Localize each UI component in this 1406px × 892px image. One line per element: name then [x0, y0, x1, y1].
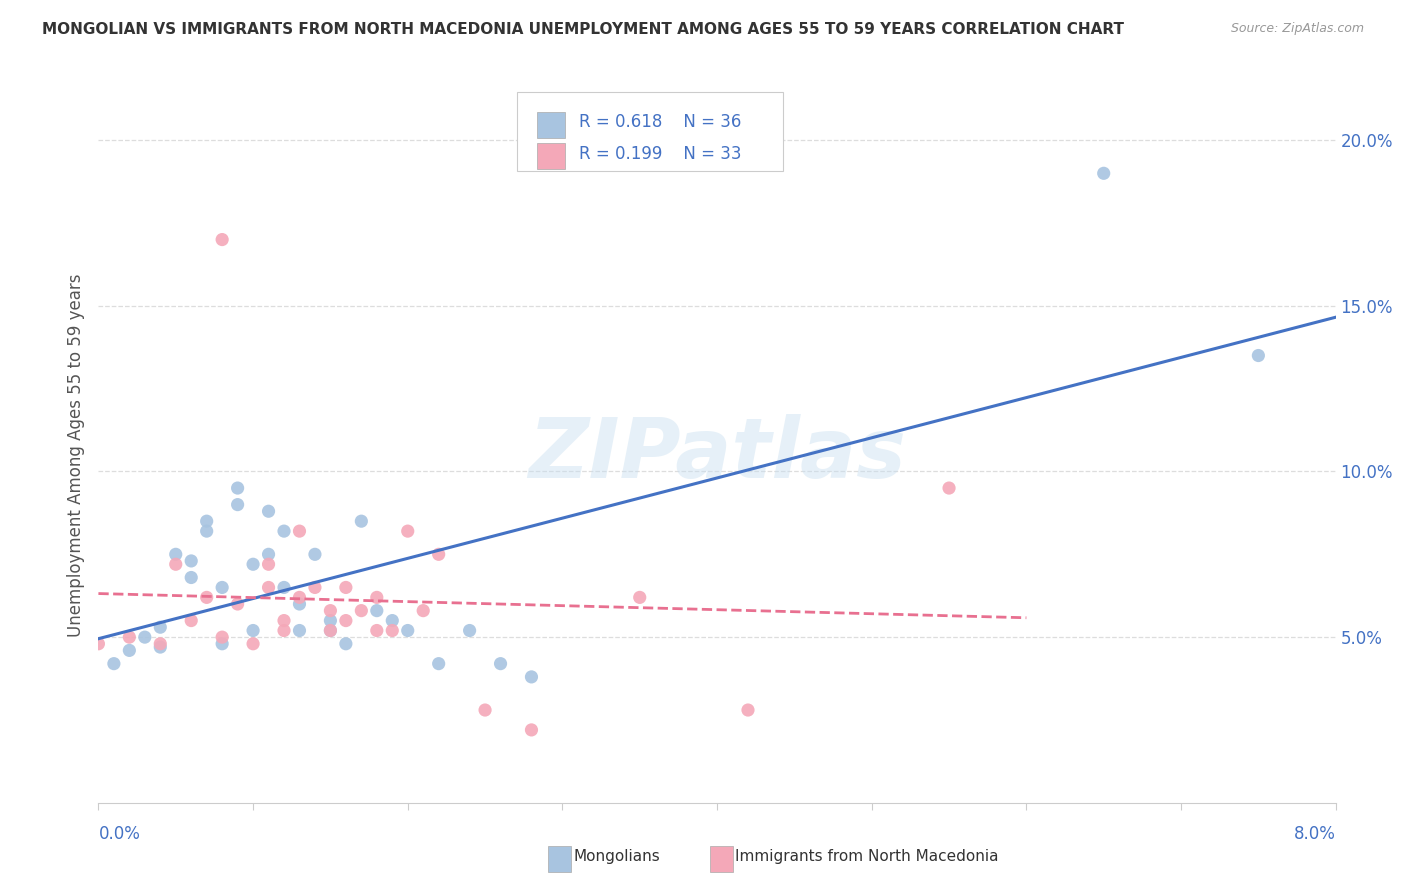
Point: [288, 597, 311, 611]
Text: Immigrants from North Macedonia: Immigrants from North Macedonia: [735, 849, 998, 863]
Point: [87, 637, 110, 651]
Point: [257, 581, 280, 595]
Point: [366, 591, 388, 605]
Point: [273, 581, 295, 595]
Point: [149, 620, 172, 634]
Text: ZIPatlas: ZIPatlas: [529, 415, 905, 495]
Text: R = 0.618    N = 36: R = 0.618 N = 36: [579, 113, 741, 131]
Point: [319, 624, 342, 638]
Text: 0.0%: 0.0%: [98, 825, 141, 843]
Text: 8.0%: 8.0%: [1294, 825, 1336, 843]
Point: [1092, 166, 1115, 180]
Point: [257, 504, 280, 518]
Point: [319, 624, 342, 638]
Point: [103, 657, 125, 671]
Y-axis label: Unemployment Among Ages 55 to 59 years: Unemployment Among Ages 55 to 59 years: [66, 273, 84, 637]
Point: [412, 604, 434, 618]
Point: [628, 591, 651, 605]
Point: [938, 481, 960, 495]
Point: [737, 703, 759, 717]
Point: [396, 624, 419, 638]
Text: Mongolians: Mongolians: [574, 849, 661, 863]
Point: [118, 643, 141, 657]
Point: [319, 614, 342, 628]
Point: [273, 614, 295, 628]
Point: [1247, 349, 1270, 363]
Point: [195, 514, 218, 528]
Point: [180, 570, 202, 584]
Point: [180, 554, 202, 568]
Point: [489, 657, 512, 671]
Point: [118, 630, 141, 644]
Point: [242, 624, 264, 638]
Point: [257, 547, 280, 561]
Point: [165, 558, 187, 572]
Point: [288, 524, 311, 538]
Point: [211, 630, 233, 644]
Point: [396, 524, 419, 538]
Point: [350, 604, 373, 618]
Point: [273, 624, 295, 638]
Point: [211, 637, 233, 651]
Point: [195, 524, 218, 538]
Point: [520, 670, 543, 684]
Point: [366, 604, 388, 618]
Point: [458, 624, 481, 638]
Text: MONGOLIAN VS IMMIGRANTS FROM NORTH MACEDONIA UNEMPLOYMENT AMONG AGES 55 TO 59 YE: MONGOLIAN VS IMMIGRANTS FROM NORTH MACED…: [42, 22, 1125, 37]
Text: Source: ZipAtlas.com: Source: ZipAtlas.com: [1230, 22, 1364, 36]
Point: [257, 558, 280, 572]
Point: [242, 558, 264, 572]
Point: [242, 637, 264, 651]
Point: [211, 233, 233, 247]
Point: [180, 614, 202, 628]
Point: [366, 624, 388, 638]
Point: [288, 591, 311, 605]
Point: [319, 604, 342, 618]
Point: [335, 581, 357, 595]
Point: [226, 597, 249, 611]
Point: [520, 723, 543, 737]
Point: [226, 498, 249, 512]
Point: [427, 547, 450, 561]
Point: [304, 547, 326, 561]
Point: [226, 481, 249, 495]
Point: [149, 640, 172, 654]
Point: [381, 614, 404, 628]
Point: [350, 514, 373, 528]
Point: [335, 637, 357, 651]
Point: [335, 614, 357, 628]
Point: [474, 703, 496, 717]
Point: [273, 524, 295, 538]
Point: [381, 624, 404, 638]
Point: [134, 630, 156, 644]
Point: [165, 547, 187, 561]
Point: [149, 637, 172, 651]
Point: [427, 657, 450, 671]
Point: [288, 624, 311, 638]
Point: [195, 591, 218, 605]
Text: R = 0.199    N = 33: R = 0.199 N = 33: [579, 145, 742, 162]
Point: [211, 581, 233, 595]
Point: [304, 581, 326, 595]
